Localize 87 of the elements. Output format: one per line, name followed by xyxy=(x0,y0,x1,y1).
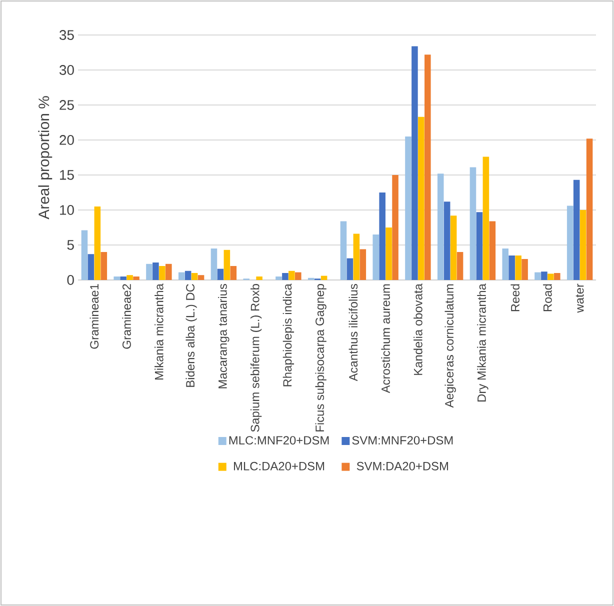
x-tick-label: Acrostichum aureum xyxy=(381,284,390,394)
x-tick-label: Ficus subpisocarpa Gagnep xyxy=(315,284,326,432)
bar xyxy=(184,270,192,280)
x-tick-label: Kandelia obovata xyxy=(414,284,422,375)
bar xyxy=(346,258,354,280)
x-tick-label: Gramineae2 xyxy=(122,284,131,349)
x-tick-label: water xyxy=(576,284,584,313)
bar xyxy=(424,54,431,280)
bar xyxy=(120,276,126,280)
bar xyxy=(405,136,412,280)
bar xyxy=(476,212,483,280)
y-tick-label: 5 xyxy=(67,240,74,250)
bar xyxy=(502,248,508,280)
bar xyxy=(230,266,237,280)
x-tick-label: Sapium sebiferum (L.) Roxb xyxy=(250,284,262,432)
y-tick-label: 25 xyxy=(60,100,74,110)
x-tick-label: Macaranga tanarius xyxy=(218,284,230,388)
y-tick-label: 35 xyxy=(59,30,74,40)
bar xyxy=(178,272,185,280)
bar xyxy=(224,250,230,280)
bar xyxy=(386,228,392,280)
bar xyxy=(392,175,398,280)
bar xyxy=(282,273,288,280)
bar xyxy=(508,256,515,280)
bar xyxy=(100,252,108,280)
bar xyxy=(418,116,424,280)
bar xyxy=(81,230,88,280)
bar xyxy=(295,272,302,280)
bar xyxy=(515,256,522,280)
bar xyxy=(198,275,204,280)
x-tick-label: Rhaphiolepis indica xyxy=(282,284,294,386)
y-tick-label: 15 xyxy=(60,170,74,180)
bar xyxy=(191,273,198,280)
bar xyxy=(256,276,262,280)
bar xyxy=(541,272,548,280)
bar xyxy=(353,234,360,280)
x-tick-label: Gramineae1 xyxy=(90,284,99,349)
x-tick-label: Dry Mikania micrantha xyxy=(477,284,488,402)
bar xyxy=(534,272,541,280)
legend-label: MLC:MNF20+DSM xyxy=(229,436,329,445)
bar xyxy=(88,254,94,280)
bar xyxy=(450,216,457,280)
bar xyxy=(133,276,140,280)
y-tick-label: 0 xyxy=(67,275,74,285)
bar xyxy=(437,174,444,280)
y-tick-label: 10 xyxy=(60,205,74,215)
bar xyxy=(126,275,133,280)
bar xyxy=(489,221,496,280)
y-tick-label: 20 xyxy=(60,135,74,145)
x-tick-label: Aegiceras corniculatum xyxy=(444,284,456,408)
bar xyxy=(379,192,386,280)
bar xyxy=(276,276,282,280)
bar xyxy=(114,276,120,280)
x-tick-label: Mikania micrantha xyxy=(154,284,164,380)
bar xyxy=(412,46,418,280)
x-tick-label: Acanthus ilicifolius xyxy=(348,284,358,382)
y-tick-label: 30 xyxy=(59,65,74,75)
bar xyxy=(340,221,347,280)
bar xyxy=(573,180,580,280)
bar xyxy=(152,262,159,280)
bar xyxy=(548,274,554,280)
bar xyxy=(217,268,224,280)
bar xyxy=(210,248,218,280)
bar xyxy=(470,167,476,280)
x-tick-label: Road xyxy=(543,284,552,312)
y-axis-title: Areal proportion % xyxy=(38,96,52,220)
legend-label: MLC:DA20+DSM xyxy=(234,462,324,470)
bar xyxy=(456,252,464,280)
legend-label: SVM:DA20+DSM xyxy=(356,462,448,470)
bar xyxy=(580,210,586,280)
bar xyxy=(166,264,172,280)
bar xyxy=(146,264,152,280)
x-tick-label: Bidens alba (L.) DC xyxy=(186,284,197,387)
bar xyxy=(586,138,593,280)
x-tick-label: Reed xyxy=(510,284,520,312)
legend-label: SVM:MNF20+DSM xyxy=(352,436,453,445)
bar xyxy=(522,259,528,280)
bar xyxy=(554,273,560,280)
bar xyxy=(320,276,328,280)
bar xyxy=(159,266,166,280)
bar xyxy=(288,270,295,280)
bar xyxy=(372,234,379,280)
bar xyxy=(94,206,101,280)
bar xyxy=(482,156,490,280)
bar xyxy=(360,249,366,280)
bar xyxy=(444,202,450,280)
bar xyxy=(566,206,574,280)
